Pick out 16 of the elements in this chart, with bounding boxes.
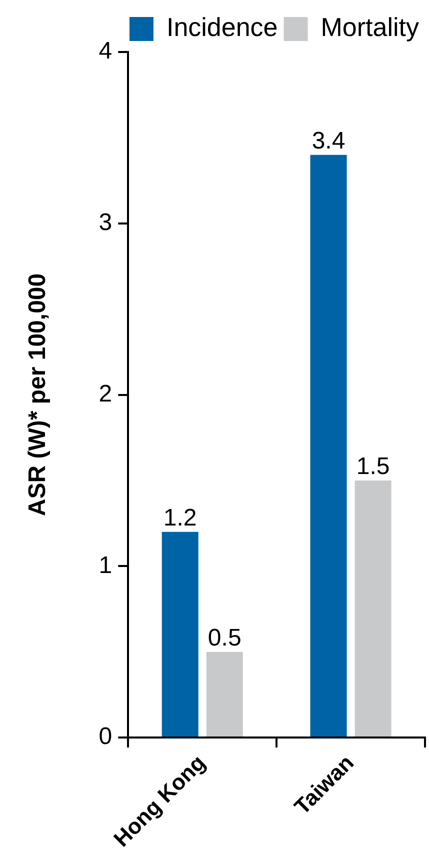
y-tick-label: 1	[98, 552, 112, 579]
data-label: 0.5	[208, 624, 242, 652]
y-tick-label: 4	[98, 38, 112, 65]
data-label: 1.5	[356, 453, 390, 480]
y-axis-title: ASR (W)* per 100,000	[24, 273, 52, 516]
bar	[206, 652, 243, 737]
data-label: 1.2	[163, 504, 197, 532]
y-tick-label: 3	[98, 209, 112, 236]
legend-label: Mortality	[320, 12, 420, 42]
legend-label: Incidence	[166, 12, 278, 42]
bar	[162, 532, 198, 737]
y-tick-label: 0	[98, 723, 112, 750]
bar	[354, 480, 392, 737]
y-tick-label: 2	[98, 380, 112, 408]
bar	[310, 154, 347, 737]
data-label: 3.4	[312, 127, 346, 154]
